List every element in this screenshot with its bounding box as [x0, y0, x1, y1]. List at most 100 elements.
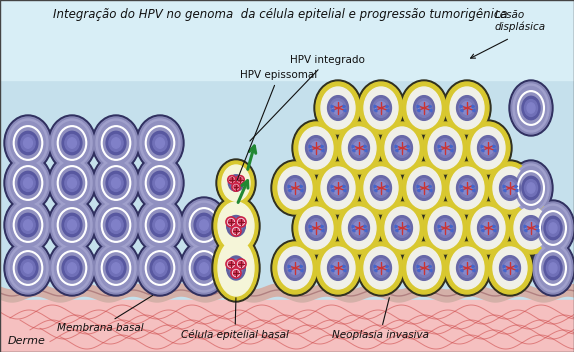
- Ellipse shape: [140, 119, 180, 167]
- Ellipse shape: [197, 216, 211, 233]
- Ellipse shape: [321, 167, 355, 209]
- Ellipse shape: [138, 242, 182, 294]
- Ellipse shape: [153, 175, 167, 191]
- Ellipse shape: [65, 175, 79, 191]
- Ellipse shape: [443, 80, 491, 136]
- Ellipse shape: [10, 203, 45, 246]
- Ellipse shape: [335, 120, 383, 176]
- Ellipse shape: [222, 165, 250, 201]
- Ellipse shape: [359, 162, 403, 214]
- Ellipse shape: [526, 221, 537, 234]
- Ellipse shape: [228, 262, 234, 266]
- Ellipse shape: [8, 119, 48, 167]
- Ellipse shape: [335, 200, 383, 256]
- Ellipse shape: [359, 242, 403, 294]
- Ellipse shape: [418, 262, 429, 275]
- Ellipse shape: [99, 121, 134, 164]
- Ellipse shape: [226, 259, 236, 269]
- Ellipse shape: [527, 183, 535, 193]
- Ellipse shape: [328, 96, 348, 120]
- Ellipse shape: [226, 217, 236, 227]
- Ellipse shape: [515, 166, 546, 209]
- Ellipse shape: [94, 117, 138, 169]
- Ellipse shape: [357, 240, 405, 296]
- Ellipse shape: [357, 80, 405, 136]
- Ellipse shape: [111, 263, 121, 273]
- Ellipse shape: [537, 246, 568, 289]
- Ellipse shape: [413, 96, 435, 120]
- Ellipse shape: [231, 177, 242, 189]
- Ellipse shape: [10, 246, 45, 289]
- Ellipse shape: [443, 240, 491, 296]
- Text: Lesão
displásica: Lesão displásica: [495, 10, 546, 32]
- Ellipse shape: [437, 219, 453, 237]
- Ellipse shape: [533, 242, 573, 294]
- Ellipse shape: [461, 182, 472, 195]
- Ellipse shape: [18, 171, 38, 195]
- Ellipse shape: [228, 220, 234, 225]
- Ellipse shape: [440, 221, 451, 234]
- Ellipse shape: [94, 157, 138, 209]
- Ellipse shape: [138, 199, 182, 251]
- Ellipse shape: [423, 122, 467, 174]
- Ellipse shape: [92, 155, 140, 211]
- Ellipse shape: [373, 259, 389, 277]
- Ellipse shape: [48, 197, 96, 253]
- Ellipse shape: [402, 162, 446, 214]
- Ellipse shape: [138, 117, 182, 169]
- Ellipse shape: [332, 101, 343, 114]
- Ellipse shape: [308, 139, 324, 157]
- Ellipse shape: [397, 221, 408, 234]
- Ellipse shape: [48, 240, 96, 296]
- Ellipse shape: [328, 256, 348, 280]
- Text: Derme: Derme: [8, 336, 46, 346]
- Ellipse shape: [6, 242, 50, 294]
- Ellipse shape: [68, 178, 76, 188]
- Ellipse shape: [514, 207, 548, 249]
- Ellipse shape: [371, 256, 391, 280]
- Ellipse shape: [200, 263, 208, 273]
- Ellipse shape: [228, 176, 236, 184]
- Ellipse shape: [546, 220, 560, 237]
- Ellipse shape: [68, 220, 76, 230]
- Ellipse shape: [397, 142, 408, 155]
- Ellipse shape: [212, 234, 260, 302]
- Ellipse shape: [330, 178, 346, 197]
- Ellipse shape: [499, 256, 521, 280]
- Ellipse shape: [380, 202, 424, 254]
- Ellipse shape: [212, 196, 260, 256]
- Ellipse shape: [378, 120, 426, 176]
- Ellipse shape: [18, 131, 38, 155]
- Ellipse shape: [156, 263, 164, 273]
- Ellipse shape: [357, 160, 405, 216]
- Ellipse shape: [236, 176, 244, 184]
- Text: HPV integrado: HPV integrado: [250, 55, 365, 141]
- Ellipse shape: [440, 142, 451, 155]
- Ellipse shape: [456, 96, 478, 120]
- Text: HPV epissomal: HPV epissomal: [237, 70, 317, 181]
- Ellipse shape: [461, 101, 472, 114]
- Ellipse shape: [8, 244, 48, 292]
- Ellipse shape: [182, 199, 226, 251]
- Ellipse shape: [292, 200, 340, 256]
- Ellipse shape: [456, 176, 478, 200]
- Ellipse shape: [394, 219, 410, 237]
- Ellipse shape: [380, 122, 424, 174]
- Ellipse shape: [400, 80, 448, 136]
- Ellipse shape: [348, 216, 370, 240]
- Ellipse shape: [546, 259, 560, 276]
- Ellipse shape: [385, 127, 419, 169]
- Ellipse shape: [10, 121, 45, 164]
- Ellipse shape: [305, 136, 327, 161]
- Ellipse shape: [136, 115, 184, 171]
- Ellipse shape: [413, 256, 435, 280]
- Ellipse shape: [99, 203, 134, 246]
- Ellipse shape: [459, 178, 475, 197]
- Ellipse shape: [109, 216, 123, 233]
- Ellipse shape: [234, 185, 238, 189]
- Ellipse shape: [364, 247, 398, 289]
- Ellipse shape: [48, 115, 96, 171]
- Ellipse shape: [371, 96, 391, 120]
- Ellipse shape: [138, 157, 182, 209]
- Ellipse shape: [445, 242, 489, 294]
